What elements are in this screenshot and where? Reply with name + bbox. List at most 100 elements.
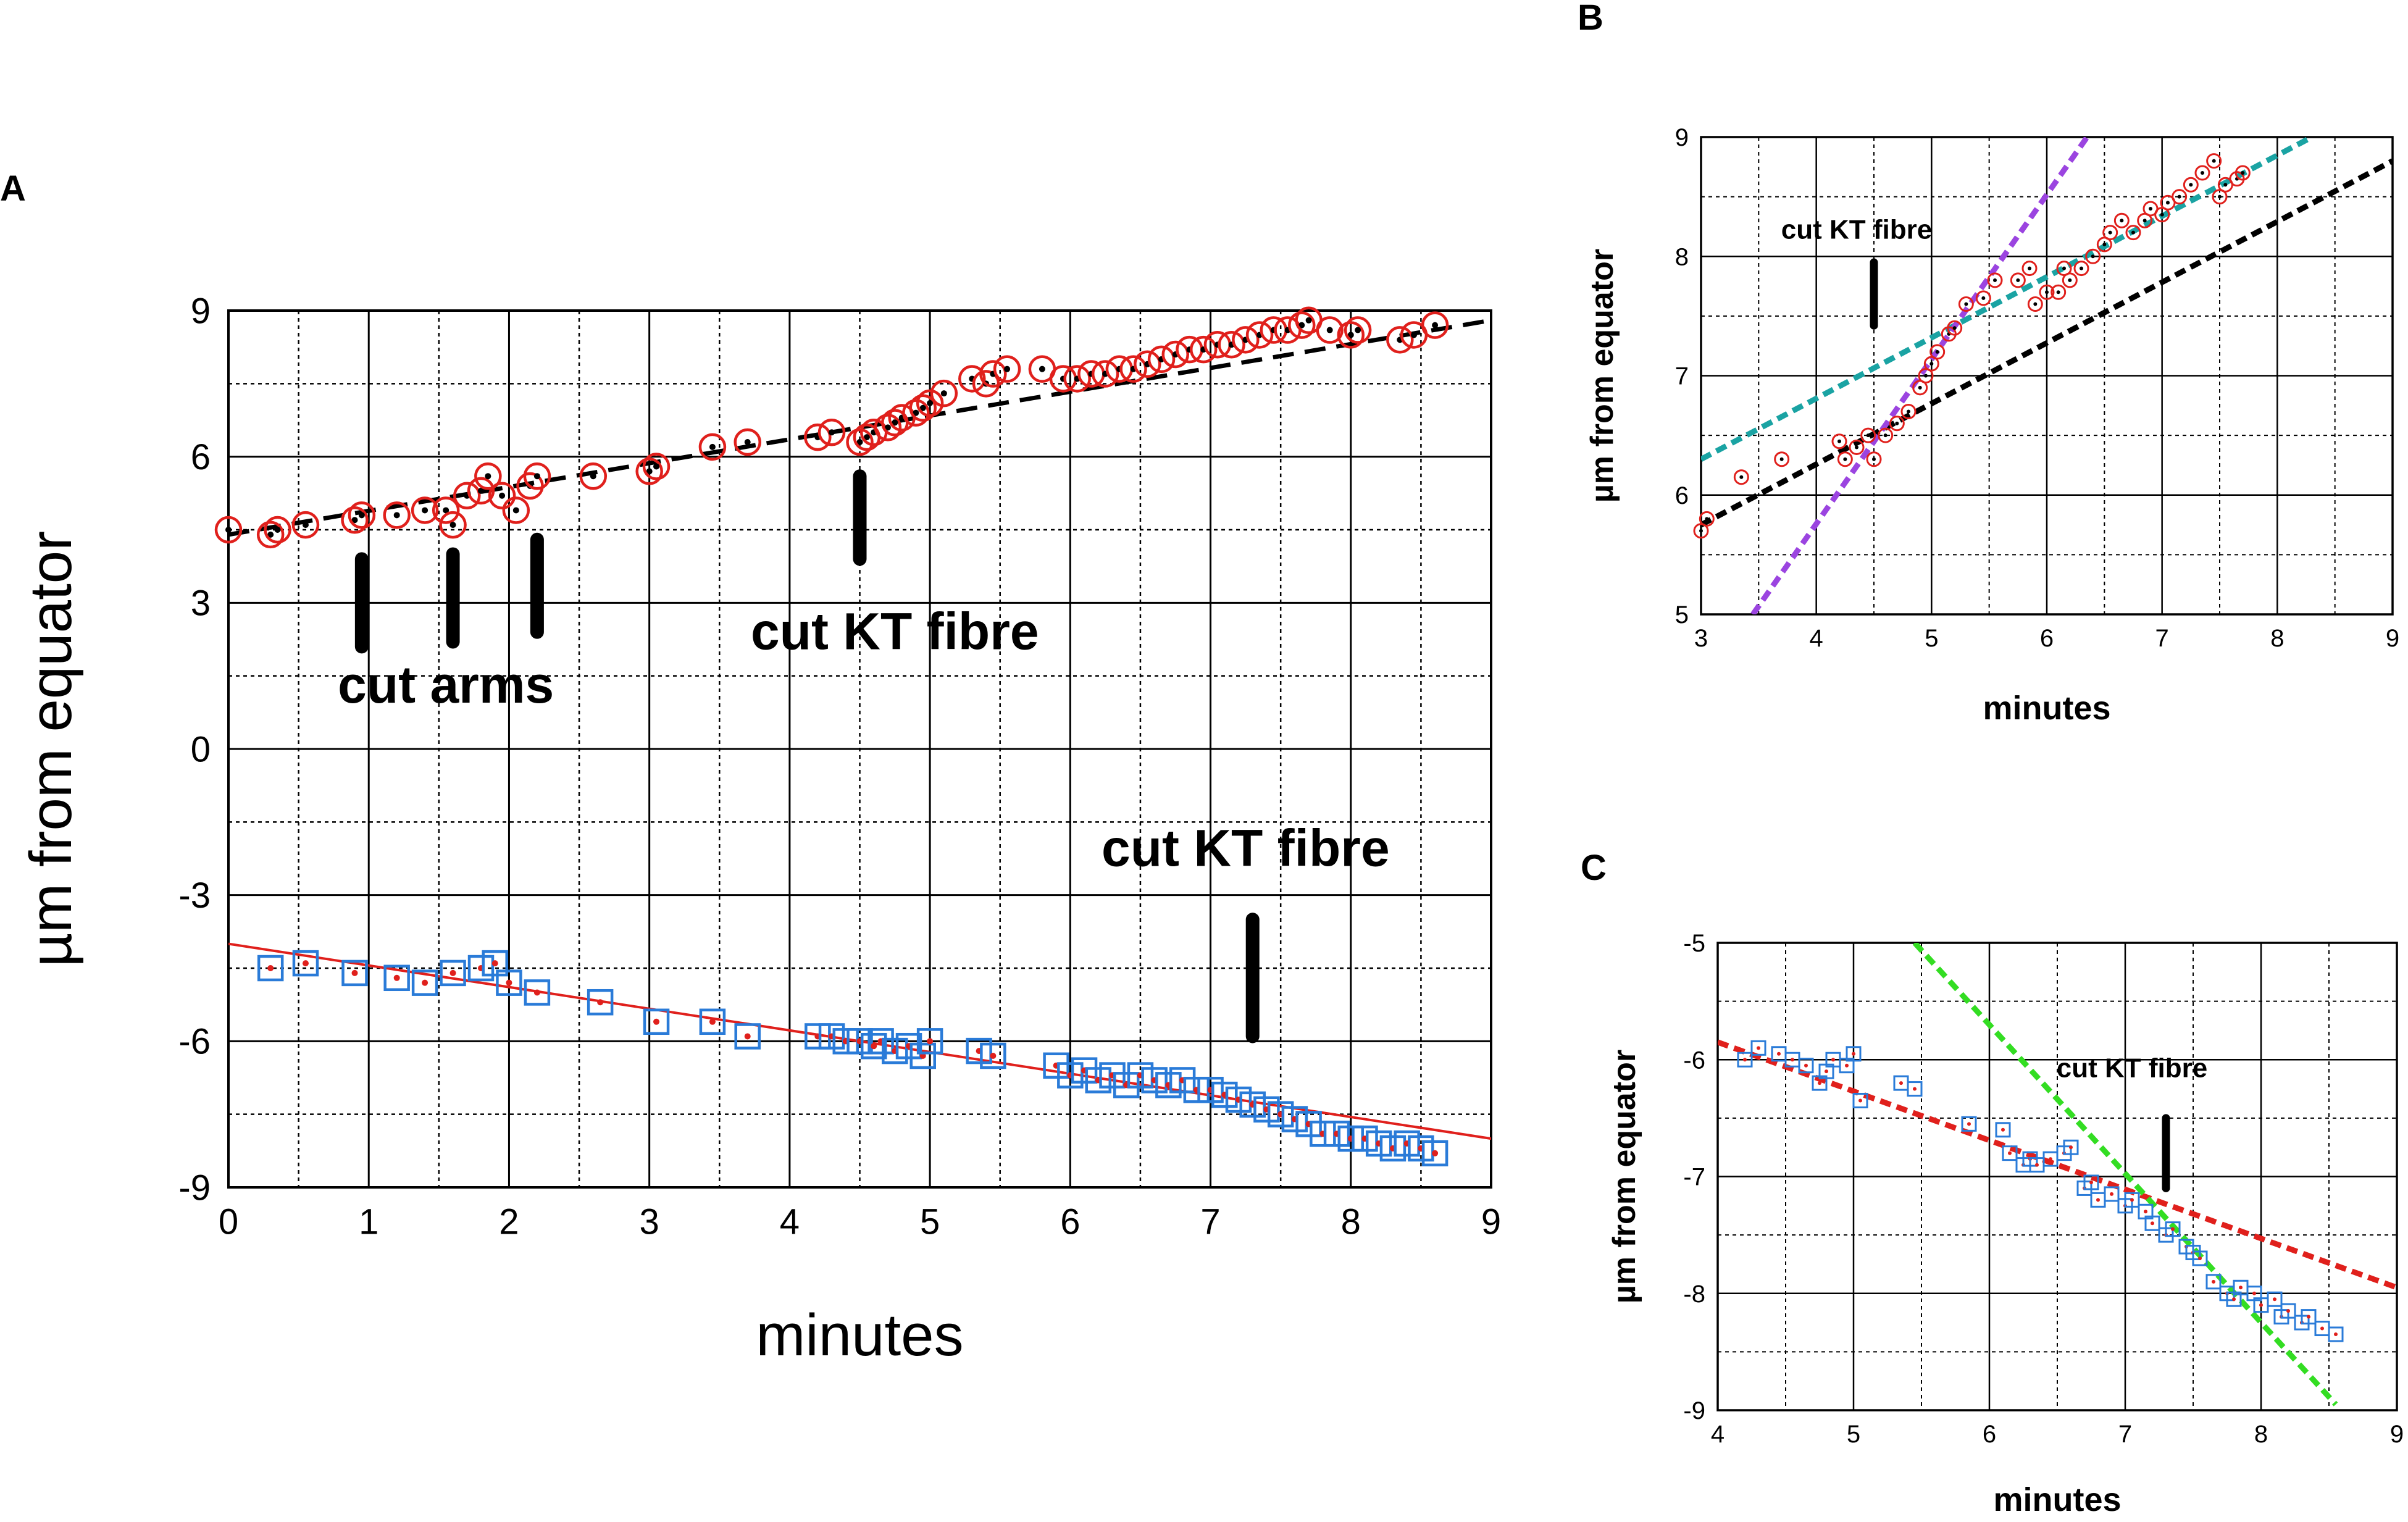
panel-b-data-point-center — [1843, 457, 1847, 461]
panel-a-data-point — [1169, 1067, 1196, 1093]
panel-c-data-point-center — [1858, 1098, 1862, 1103]
panel-b-data-point-center — [2068, 278, 2072, 282]
panel-a-data-point — [909, 1042, 936, 1069]
panel-b-data-point — [2183, 177, 2199, 193]
panel-b-data-point — [1987, 272, 2003, 288]
panel-a-data-point — [1365, 1130, 1392, 1157]
panel-c-data-point-center — [2334, 1332, 2338, 1336]
panel-c-data-point-center — [2151, 1221, 2154, 1226]
panel-c-data-point-center — [2008, 1151, 2012, 1155]
panel-a-data-point-center — [892, 419, 898, 426]
panel-a-data-point-center — [856, 439, 863, 445]
panel-a-data-point — [958, 365, 986, 393]
panel-a-data-point — [817, 418, 846, 446]
panel-b-data-point — [2212, 189, 2228, 205]
panel-a-data-point — [523, 462, 551, 490]
panel-b-data-point-center — [1895, 421, 1899, 425]
panel-c-data-point — [1846, 1046, 1862, 1062]
panel-a-data-point — [256, 521, 285, 549]
panel-b-data-point-center — [2056, 290, 2060, 295]
panel-a-data-point-center — [1432, 322, 1439, 328]
panel-b-data-point-center — [2189, 183, 2193, 187]
panel-a-data-point — [1155, 1072, 1182, 1098]
panel-a-data-point-center — [512, 507, 519, 514]
panel-c-fit-line — [1912, 943, 2338, 1407]
panel-b-data-point-center — [2131, 230, 2135, 235]
panel-c-data-point-center — [2001, 1127, 2005, 1132]
panel-c-data-point-center — [2252, 1291, 2256, 1295]
panel-a-data-point — [895, 1032, 922, 1060]
panel-a-data-point — [1352, 1125, 1378, 1152]
panel-b-x-tick-label: 6 — [2040, 625, 2054, 652]
panel-a-data-point — [1091, 360, 1119, 388]
panel-b-data-point — [1699, 511, 1715, 527]
panel-a-data-point — [264, 516, 291, 544]
panel-b-x-tick-label: 4 — [1810, 625, 1823, 652]
panel-c-plot-border — [1716, 942, 2398, 1411]
panel-b-data-point — [1958, 296, 1974, 312]
panel-a-data-point — [1127, 1062, 1154, 1089]
panel-b-data-point-center — [2091, 254, 2095, 259]
panel-a-data-point — [1211, 1081, 1238, 1108]
panel-c-data-point-center — [2035, 1163, 2039, 1167]
panel-b-plot-border — [1700, 136, 2394, 616]
panel-b-data-point — [1733, 469, 1749, 485]
panel-c-data-point-center — [2089, 1180, 2093, 1184]
panel-c-data-point-center — [1818, 1081, 1821, 1085]
panel-b-data-point-center — [1952, 326, 1957, 330]
panel-c-y-tick-label: -9 — [1683, 1397, 1705, 1424]
panel-a-data-point-center — [709, 1018, 716, 1025]
panel-c-data-point — [1737, 1052, 1753, 1068]
panel-a-x-tick-label: 7 — [1200, 1202, 1220, 1242]
panel-a-data-point — [860, 1032, 887, 1060]
panel-a-data-point-center — [393, 974, 400, 981]
panel-c-data-point-center — [2110, 1192, 2113, 1196]
panel-a-annotation: cut arms — [338, 656, 554, 714]
panel-c-data-point-center — [1743, 1058, 1747, 1062]
panel-label-c: C — [1581, 848, 1607, 888]
panel-a-y-axis-title: µm from equator — [18, 531, 84, 967]
panel-c-data-point — [1798, 1058, 1814, 1074]
panel-a-y-tick-label: -6 — [178, 1022, 211, 1062]
panel-b-data-point — [2194, 165, 2210, 181]
panel-a-data-point — [635, 458, 663, 485]
panel-b-data-point-center — [2149, 206, 2152, 211]
panel-c-data-point-center — [1804, 1063, 1808, 1068]
panel-a-y-tick-label: 9 — [191, 291, 211, 331]
panel-a-x-tick-label: 9 — [1481, 1202, 1501, 1242]
panel-a-data-point — [1043, 1052, 1069, 1079]
panel-a-data-point — [1394, 1130, 1420, 1157]
panel-b-data-point — [1693, 523, 1709, 539]
panel-b-data-point — [1947, 320, 1963, 336]
panel-a-data-point-center — [449, 969, 456, 976]
panel-a-data-point-center — [597, 999, 604, 1006]
panel-a-data-point — [214, 516, 243, 544]
panel-a-data-point-center — [506, 979, 512, 986]
panel-c-data-point-center — [1757, 1046, 1760, 1050]
panel-a-data-point-center — [919, 404, 926, 411]
panel-b-data-point-center — [2080, 266, 2083, 270]
panel-c-data-point-center — [1791, 1058, 1794, 1062]
panel-b-data-point — [2154, 207, 2170, 223]
panel-a-chart: 0 1 2 3 4 5 6 7 8 9 -9 -6 -3 0 3 6 9 minutes µm from equat… — [18, 291, 1501, 1368]
panel-a-data-point-center — [485, 473, 491, 480]
panel-a-data-point-center — [351, 517, 358, 524]
panel-c-data-point-center — [2320, 1326, 2324, 1331]
panel-b-data-point-center — [1918, 385, 1922, 390]
panel-a-data-point — [916, 1028, 943, 1055]
panel-a-y-tick-label: -3 — [178, 876, 211, 916]
panel-c-data-point-center — [2239, 1286, 2243, 1290]
panel-b-data-point-center — [1866, 433, 1870, 438]
panel-a-data-point — [916, 389, 944, 417]
panel-a-data-point — [930, 379, 958, 408]
panel-b-x-tick-label: 3 — [1694, 625, 1708, 652]
panel-c-data-point — [1750, 1040, 1766, 1056]
panel-b-data-point-center — [1872, 457, 1876, 461]
panel-b-data-point — [1878, 427, 1894, 443]
panel-b-data-point-center — [1935, 349, 1939, 354]
panel-b-data-point-center — [1855, 445, 1858, 449]
panel-b-data-point — [2056, 261, 2072, 277]
panel-c-y-tick-label: -8 — [1683, 1281, 1705, 1308]
panel-c-data-point — [2301, 1309, 2317, 1325]
panel-b-data-point — [1837, 451, 1853, 467]
